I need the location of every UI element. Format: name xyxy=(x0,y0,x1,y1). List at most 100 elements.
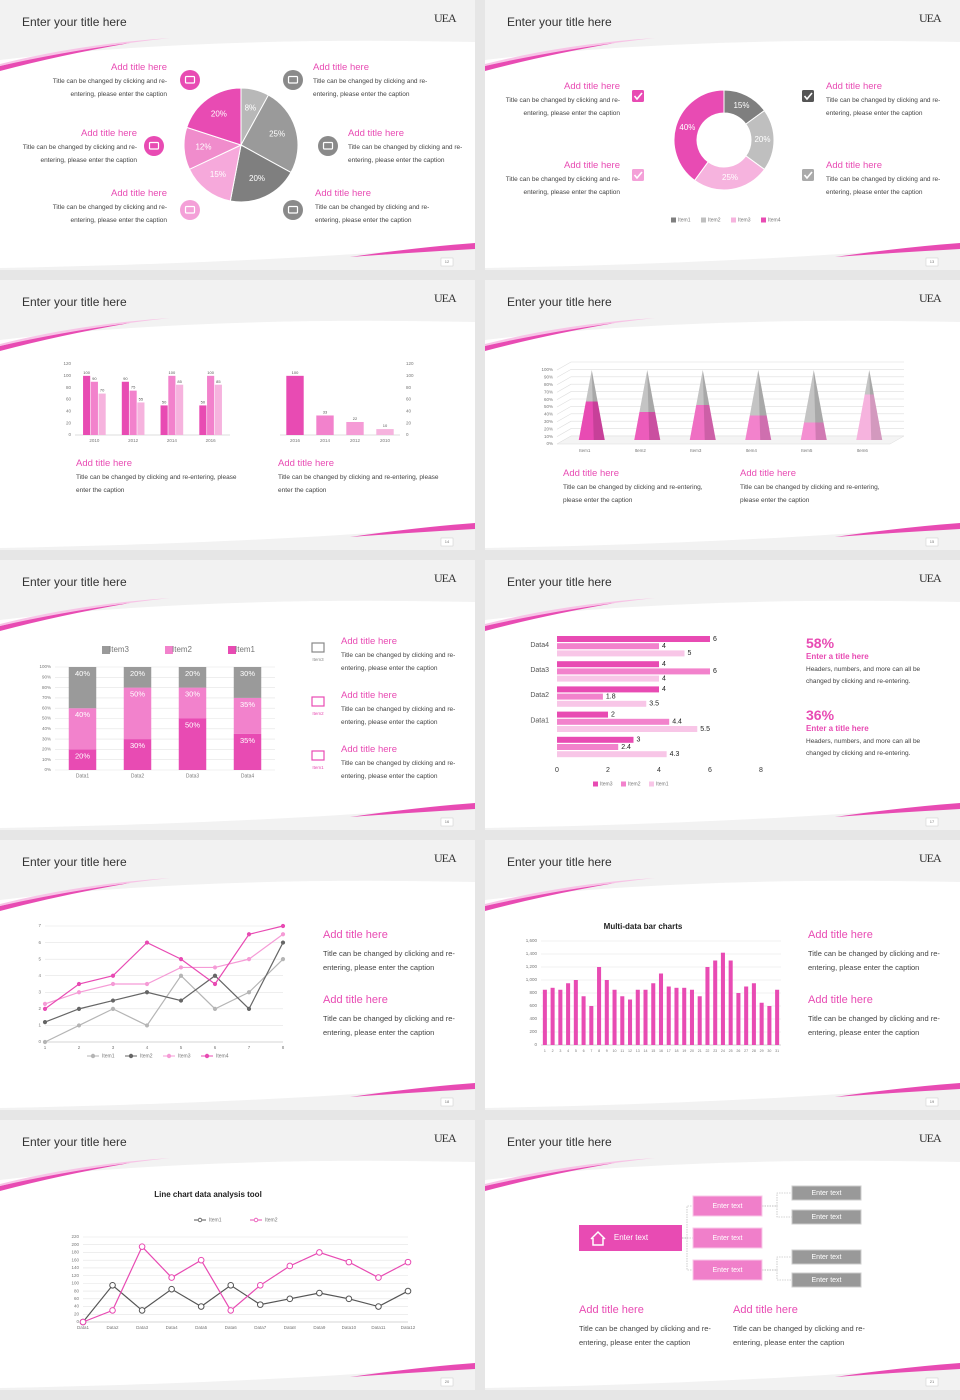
line-marker xyxy=(197,1303,205,1310)
data-label: 35% xyxy=(240,700,255,709)
x-tick-label: 4 xyxy=(146,1045,149,1050)
branch-label: Enter text xyxy=(713,1267,743,1274)
text-block: Add title here Title can be changed by cl… xyxy=(315,188,432,227)
bar xyxy=(557,668,710,675)
y-tick-label: Data4 xyxy=(530,642,549,649)
branch-node xyxy=(692,1227,763,1249)
item-icon xyxy=(311,750,325,761)
bar xyxy=(736,993,741,1045)
bar xyxy=(346,421,364,435)
page-number-box xyxy=(440,537,454,547)
line-marker xyxy=(110,998,116,1003)
line-marker xyxy=(286,1262,294,1270)
stat-heading: Enter a title here xyxy=(806,652,869,661)
y-tick-label: 800 xyxy=(529,990,537,995)
legend-label: Item2 xyxy=(172,645,193,654)
bar xyxy=(557,661,659,668)
line-marker xyxy=(246,932,252,937)
y-tick-label: 80 xyxy=(406,385,412,390)
line-marker xyxy=(280,940,286,945)
bar xyxy=(612,989,617,1045)
data-label: 22 xyxy=(353,416,358,421)
block-heading: Add title here xyxy=(579,1304,644,1316)
x-tick-label: 31 xyxy=(775,1049,779,1053)
block-caption: Title can be changed by clicking and re-… xyxy=(733,1324,865,1347)
line-marker xyxy=(404,1258,412,1266)
y-tick-label: 50% xyxy=(42,716,51,721)
y-tick-label: 120 xyxy=(63,361,71,366)
bar-segment xyxy=(123,739,152,770)
block-heading: Add title here xyxy=(563,468,619,479)
data-label: 100 xyxy=(169,370,176,375)
block-heading: Add title here xyxy=(313,62,369,73)
slide-canvas: 13 15% 20% 25% 40% Item1 Item2 Item3 Item4 xyxy=(485,0,960,270)
branch-node xyxy=(692,1195,763,1217)
branch-label: Enter text xyxy=(713,1203,743,1210)
block-caption: Title can be changed by clicking and re-… xyxy=(315,204,430,224)
x-tick-label: 16 xyxy=(659,1049,663,1053)
stat-block: 58% Enter a title here Headers, numbers, a… xyxy=(806,635,941,688)
grid-line xyxy=(556,376,904,386)
x-tick-label: Item2 xyxy=(635,448,647,453)
data-label: 6 xyxy=(713,636,717,643)
x-tick-label: 2016 xyxy=(206,438,217,443)
branch-label: Enter text xyxy=(713,1235,743,1242)
slide-title: Enter your title here xyxy=(22,855,127,869)
x-tick-label: 2014 xyxy=(167,438,178,443)
line-marker xyxy=(404,1287,412,1295)
y-tick-label: 1,200 xyxy=(526,964,538,969)
check-mark xyxy=(633,171,643,180)
page-number: 21 xyxy=(930,1379,935,1384)
pyramid-shade xyxy=(702,370,716,440)
x-tick-label: Data7 xyxy=(254,1325,267,1330)
connector xyxy=(682,1237,693,1271)
data-label: 40% xyxy=(75,669,90,678)
block-caption: Title can be changed by clicking and re-… xyxy=(579,1324,711,1347)
x-tick-label: 11 xyxy=(620,1049,624,1053)
line-marker xyxy=(110,981,116,987)
line-marker xyxy=(246,957,252,962)
data-label: 4.3 xyxy=(670,751,680,758)
text-block: Add title here Title can be changed by cl… xyxy=(808,929,948,975)
y-tick-label: 60 xyxy=(66,397,72,402)
block-caption: Title can be changed by clicking and re-… xyxy=(323,1014,455,1037)
block-heading: Add title here xyxy=(733,1304,798,1316)
y-tick-label: 10% xyxy=(42,757,51,762)
data-label: 90 xyxy=(92,376,97,381)
bar xyxy=(557,726,698,732)
stat-value: 58% xyxy=(806,635,835,651)
legend-label: Item3 xyxy=(109,645,130,654)
bar xyxy=(589,1006,594,1045)
icon-glyph xyxy=(184,205,196,214)
x-tick-label: 20 xyxy=(690,1049,694,1053)
bar xyxy=(168,375,176,435)
slide-canvas: 15 0% 10% 20% 30% 40% 50% 60% 70% 80% 90% 100% Item1… xyxy=(485,280,960,550)
data-label: 75 xyxy=(131,385,136,390)
floor xyxy=(556,435,905,445)
x-tick-label: Data4 xyxy=(241,773,255,779)
bar xyxy=(557,693,603,700)
line-marker xyxy=(212,973,218,978)
x-tick-label: Data8 xyxy=(284,1325,297,1330)
text-block: Add title here Title can be changed by cl… xyxy=(808,994,948,1040)
text-block: Add title here Title can be changed by cl… xyxy=(313,62,430,101)
x-tick-label: 17 xyxy=(667,1049,671,1053)
logo: UEA xyxy=(919,1131,942,1145)
page-number: 12 xyxy=(445,259,450,264)
slice-label: 12% xyxy=(195,142,211,151)
slide-canvas: 1402040608010012020101009070201290755520… xyxy=(0,280,475,550)
slide-title: Enter your title here xyxy=(507,15,612,29)
icon-glyph xyxy=(287,75,299,84)
text-block: Add title here Title can be changed by cl… xyxy=(826,81,943,120)
data-label: 90 xyxy=(123,376,128,381)
data-label: 4 xyxy=(662,675,666,682)
bar xyxy=(557,643,659,650)
legend-label: Item1 xyxy=(102,1053,115,1059)
slide-body xyxy=(485,40,960,268)
legend-label: Item1 xyxy=(235,645,256,654)
bar-segment xyxy=(178,687,207,719)
y-tick-label: 200 xyxy=(529,1029,537,1034)
x-tick-label: 2012 xyxy=(128,438,139,443)
y-tick-label: 0 xyxy=(76,1319,79,1324)
y-tick-label: Data1 xyxy=(530,717,549,724)
